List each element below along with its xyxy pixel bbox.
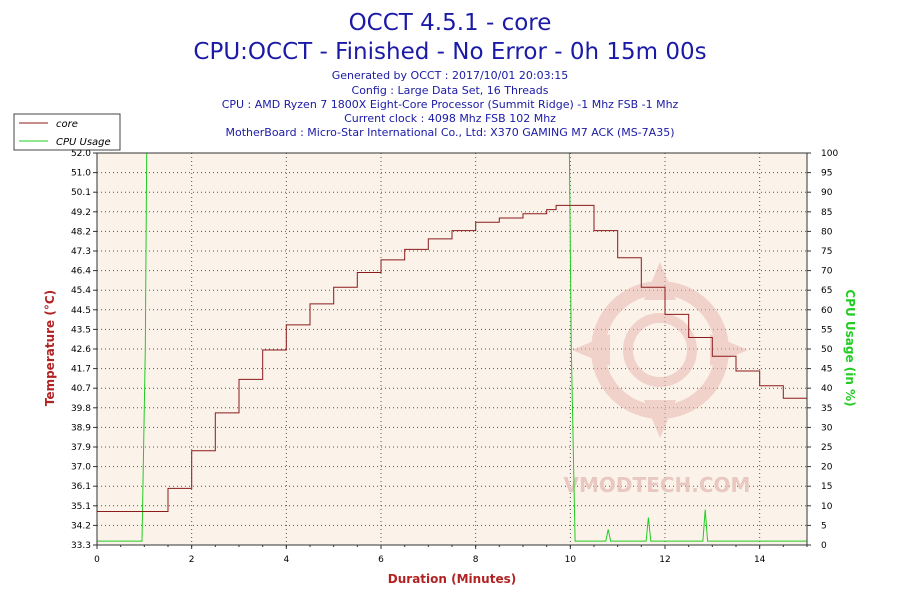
y2-tick-label: 5 <box>821 521 827 531</box>
y-tick-label: 40.7 <box>71 384 91 394</box>
x-tick-label: 4 <box>283 555 289 565</box>
x-tick-label: 10 <box>565 555 577 565</box>
axis-ticks: 33.3 34.2 35.1 36.1 37.0 37.9 38.9 39.8 40.7 41.7… <box>71 149 838 565</box>
y-tick-label: 49.2 <box>71 208 91 218</box>
y2-tick-label: 80 <box>821 227 833 237</box>
y2-tick-label: 45 <box>821 365 832 375</box>
y-tick-label: 33.3 <box>71 541 91 551</box>
y-tick-label: 44.5 <box>71 306 91 316</box>
y2-tick-label: 20 <box>821 463 833 473</box>
y2-tick-label: 50 <box>821 345 833 355</box>
y2-tick-label: 10 <box>821 502 833 512</box>
y-tick-label: 37.0 <box>71 463 91 473</box>
series-layer <box>97 152 808 542</box>
y-tick-label: 52.0 <box>71 149 91 159</box>
y2-tick-label: 25 <box>821 443 832 453</box>
info-cpu: CPU : AMD Ryzen 7 1800X Eight-Core Proce… <box>222 98 679 111</box>
series-line-cpu-usage <box>97 152 807 542</box>
y-tick-label: 43.5 <box>71 325 91 335</box>
y-tick-label: 48.2 <box>71 227 91 237</box>
y2-tick-label: 65 <box>821 286 832 296</box>
y-tick-label: 47.3 <box>71 247 91 257</box>
x-tick-label: 0 <box>94 555 100 565</box>
plot-frame <box>96 152 808 546</box>
y-tick-label: 35.1 <box>71 502 91 512</box>
y-tick-label: 42.6 <box>71 345 91 355</box>
legend-label-cpu-usage: CPU Usage <box>56 137 111 148</box>
y-tick-label: 46.4 <box>71 267 91 277</box>
y2-tick-label: 15 <box>821 482 832 492</box>
y-tick-label: 45.4 <box>71 286 91 296</box>
y-tick-label: 51.0 <box>71 169 91 179</box>
legend-label-core: core <box>56 119 78 130</box>
y-tick-label: 37.9 <box>71 443 91 453</box>
y2-tick-label: 35 <box>821 404 832 414</box>
info-motherboard: MotherBoard : Micro-Star International C… <box>225 126 674 139</box>
legend-box <box>13 113 121 151</box>
info-config: Config : Large Data Set, 16 Threads <box>352 84 549 97</box>
x-tick-label: 12 <box>659 555 670 565</box>
y2-tick-label: 85 <box>821 208 832 218</box>
x-axis-label: Duration (Minutes) <box>388 572 516 586</box>
info-clock: Current clock : 4098 Mhz FSB 102 Mhz <box>344 112 556 125</box>
y-tick-label: 41.7 <box>71 365 91 375</box>
y2-tick-label: 30 <box>821 423 833 433</box>
watermark-text: VMODTECH.COM <box>564 473 751 497</box>
legend: core CPU Usage <box>13 113 121 151</box>
y-tick-label: 50.1 <box>71 188 91 198</box>
chart-subtitle: CPU:OCCT - Finished - No Error - 0h 15m … <box>193 39 706 65</box>
chart-title: OCCT 4.5.1 - core <box>349 10 552 36</box>
x-tick-label: 2 <box>189 555 195 565</box>
info-generated: Generated by OCCT : 2017/10/01 20:03:15 <box>332 69 569 82</box>
y2-tick-label: 40 <box>821 384 833 394</box>
y2-tick-label: 95 <box>821 169 832 179</box>
y2-tick-label: 0 <box>821 541 827 551</box>
y-tick-label: 39.8 <box>71 404 91 414</box>
y-tick-label: 38.9 <box>71 423 91 433</box>
y2-tick-label: 55 <box>821 325 832 335</box>
y2-tick-label: 70 <box>821 267 833 277</box>
y2-tick-label: 75 <box>821 247 832 257</box>
watermark-logo <box>572 262 748 438</box>
x-tick-label: 14 <box>754 555 766 565</box>
series-line-core <box>97 204 808 512</box>
y2-axis-label: CPU Usage (in %) <box>843 289 857 406</box>
y-tick-label: 36.1 <box>71 482 91 492</box>
y-axis-label: Temperature (°C) <box>43 290 57 406</box>
y-tick-label: 34.2 <box>71 521 91 531</box>
x-tick-label: 8 <box>473 555 479 565</box>
x-tick-label: 6 <box>378 555 384 565</box>
y2-tick-label: 90 <box>821 188 833 198</box>
y2-tick-label: 60 <box>821 306 833 316</box>
y2-tick-label: 100 <box>821 149 838 159</box>
